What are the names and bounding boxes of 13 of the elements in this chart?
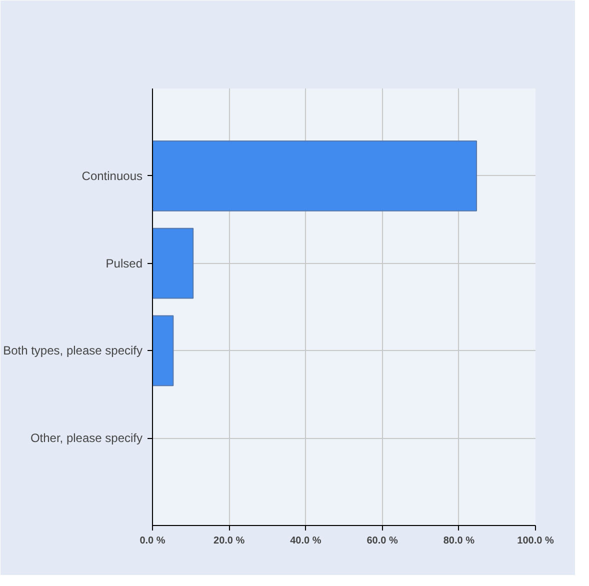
y-tick-label: Both types, please specify — [3, 344, 143, 358]
x-tick-label: 20.0 % — [214, 536, 245, 546]
bar — [152, 315, 174, 386]
y-tick-label: Other, please specify — [30, 431, 142, 446]
x-tick-label: 60.0 % — [366, 536, 398, 546]
x-tick-label: 40.0 % — [290, 536, 322, 546]
x-tick-label: 100.0 % — [517, 536, 554, 546]
y-tick-label: Pulsed — [106, 256, 143, 270]
y-tick-label: Continuous — [82, 168, 143, 183]
bar — [152, 140, 478, 212]
x-tick-label: 80.0 % — [443, 536, 475, 546]
x-tick-label: 0.0 % — [140, 536, 166, 546]
bar — [152, 228, 194, 299]
